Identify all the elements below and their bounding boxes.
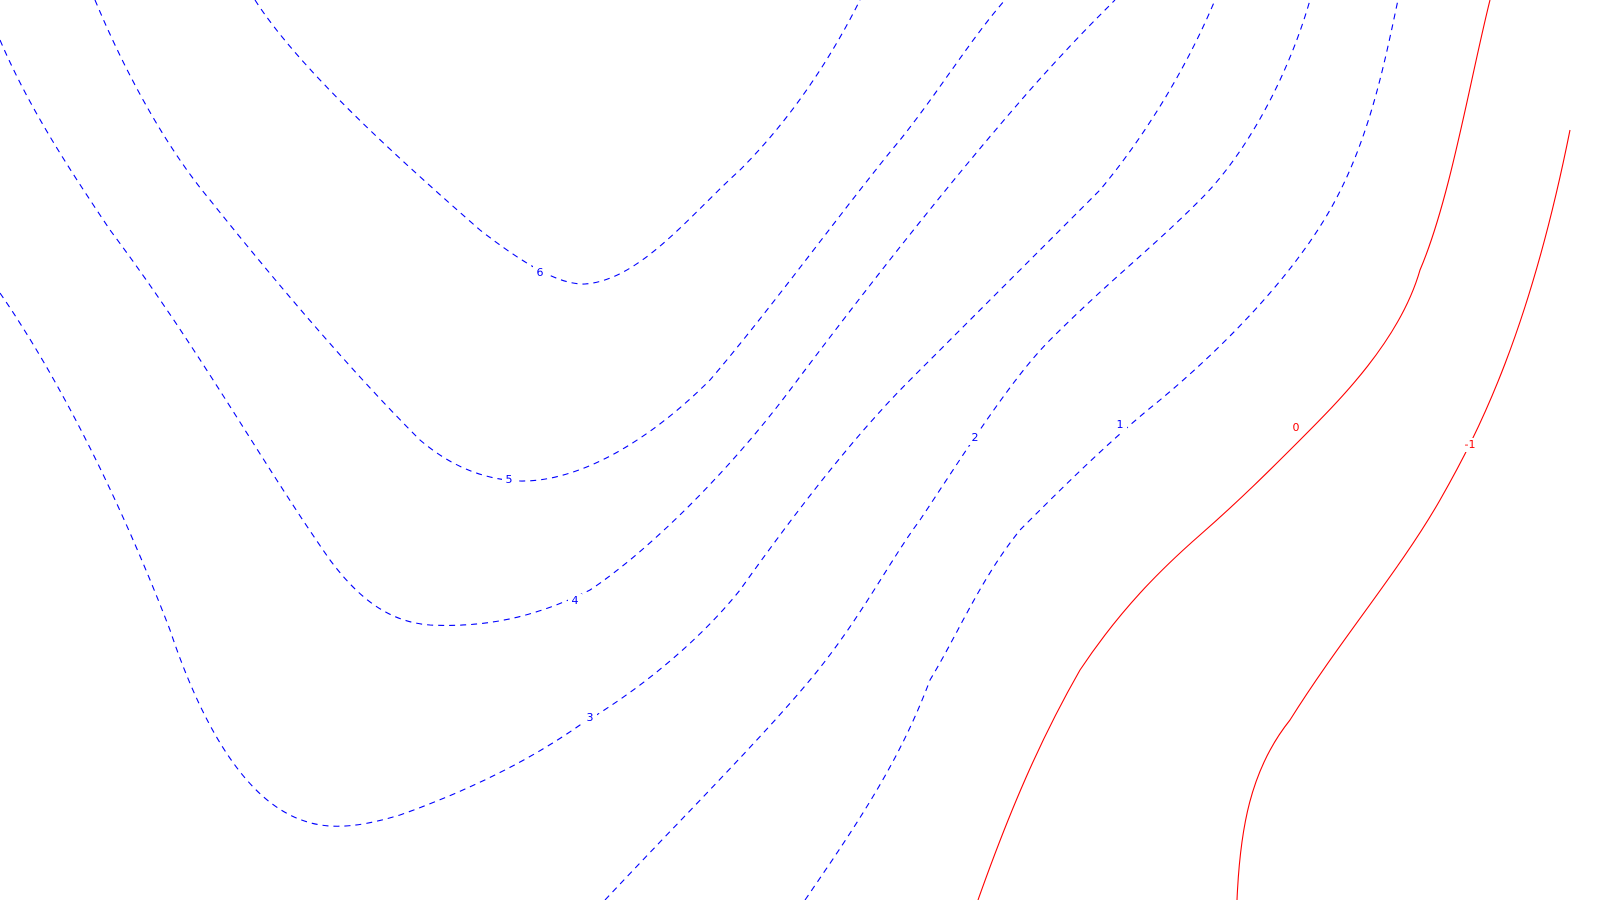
contour-line-4 — [0, 0, 1116, 626]
contour-line-1 — [804, 0, 1399, 900]
contour-line-2 — [604, 0, 1311, 900]
contour-labels: 6 5 4 3 2 1 0 -1 — [502, 266, 1477, 725]
contour-label-bg-1 — [1113, 418, 1127, 432]
contour-line--1 — [1236, 129, 1571, 900]
contour-line-6 — [254, 0, 861, 285]
contour-label--1: -1 — [1465, 438, 1476, 451]
contour-label-bg-3 — [583, 711, 597, 725]
contour-line-3 — [0, 0, 1216, 827]
contour-label-6: 6 — [537, 266, 544, 279]
contour-label-3: 3 — [587, 711, 594, 724]
contour-label-bg-4 — [568, 594, 582, 608]
contour-line-0 — [977, 0, 1491, 900]
contour-label-bg-2 — [968, 431, 982, 445]
contour-label-bg--1 — [1463, 438, 1477, 452]
contour-label-bg-6 — [533, 266, 547, 280]
contour-label-5: 5 — [506, 473, 513, 486]
contour-label-bg-0 — [1289, 421, 1303, 435]
contour-line-5 — [94, 0, 1006, 482]
contour-label-1: 1 — [1117, 418, 1124, 431]
contour-label-0: 0 — [1293, 421, 1300, 434]
contour-label-4: 4 — [572, 594, 579, 607]
contour-label-2: 2 — [972, 431, 979, 444]
contour-label-bg-5 — [502, 473, 516, 487]
